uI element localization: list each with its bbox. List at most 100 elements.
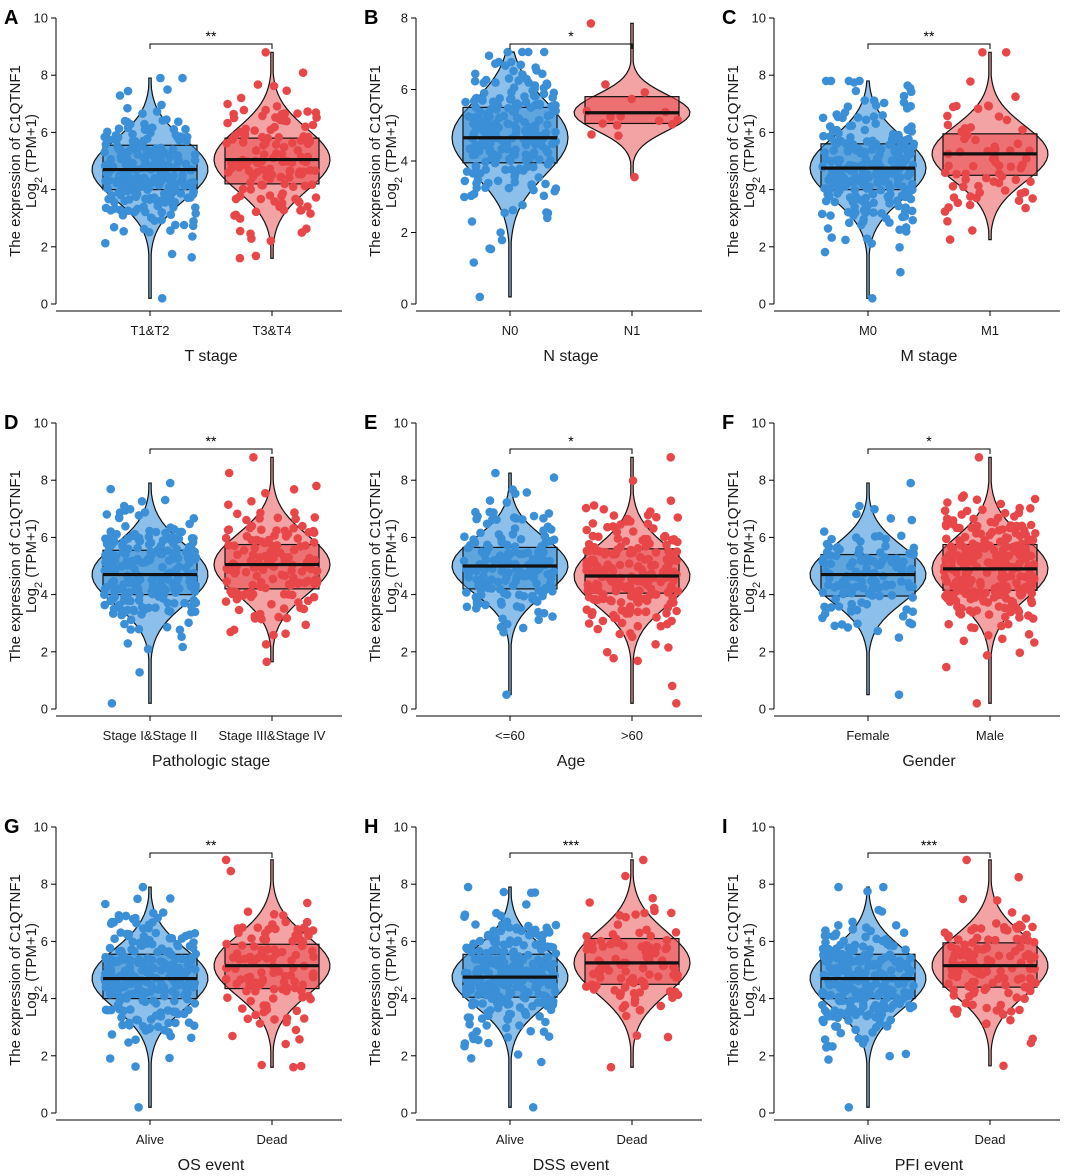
- data-point: [246, 592, 256, 602]
- data-point: [243, 907, 253, 916]
- data-point: [134, 1103, 143, 1112]
- data-point: [170, 996, 179, 1006]
- data-point: [295, 167, 304, 176]
- data-point: [593, 624, 603, 634]
- data-point: [982, 651, 992, 660]
- data-point: [1004, 988, 1013, 998]
- data-point: [875, 1019, 885, 1028]
- data-point: [510, 524, 520, 533]
- data-point: [273, 513, 283, 523]
- data-point: [257, 1060, 267, 1070]
- data-point: [180, 598, 189, 608]
- data-point: [909, 543, 919, 553]
- data-point: [129, 605, 138, 615]
- data-point: [908, 593, 917, 602]
- data-point: [664, 547, 673, 556]
- data-point: [861, 932, 870, 942]
- data-point: [551, 106, 560, 116]
- data-point: [287, 956, 296, 965]
- data-point: [581, 503, 591, 513]
- data-point: [665, 585, 675, 595]
- data-point: [174, 980, 183, 990]
- data-point: [114, 124, 124, 133]
- data-point: [519, 992, 528, 1002]
- data-point: [1028, 922, 1037, 932]
- data-point: [1017, 922, 1026, 932]
- data-point: [821, 938, 830, 947]
- data-point: [824, 1055, 833, 1064]
- data-point: [312, 578, 322, 588]
- data-point: [673, 513, 683, 522]
- data-point: [823, 580, 833, 590]
- data-point: [173, 941, 183, 951]
- data-point: [543, 111, 553, 120]
- data-point: [108, 609, 118, 618]
- data-point: [103, 1005, 112, 1015]
- data-point: [118, 584, 127, 593]
- x-tick-label: >60: [621, 728, 643, 743]
- significance-label: **: [924, 28, 935, 44]
- data-point: [642, 941, 651, 950]
- significance-label: ***: [921, 837, 938, 853]
- x-tick-label: N0: [502, 323, 519, 338]
- data-point: [956, 557, 965, 566]
- data-point: [469, 258, 479, 267]
- data-point: [502, 690, 511, 699]
- data-point: [493, 176, 503, 186]
- data-point: [151, 527, 161, 537]
- data-point: [246, 229, 255, 238]
- data-point: [282, 613, 292, 623]
- data-point: [621, 967, 630, 976]
- data-point: [1025, 950, 1034, 960]
- data-point: [164, 556, 174, 565]
- data-point: [652, 512, 661, 522]
- data-point: [270, 1015, 279, 1024]
- data-point: [817, 209, 827, 219]
- data-point: [191, 598, 201, 608]
- data-point: [488, 992, 497, 1001]
- data-point: [841, 235, 850, 245]
- data-point: [646, 590, 655, 600]
- data-point: [818, 987, 828, 997]
- data-point: [823, 224, 833, 233]
- data-point: [188, 574, 198, 583]
- data-point: [171, 220, 180, 230]
- data-point: [109, 551, 118, 560]
- x-axis-title: M stage: [901, 348, 958, 365]
- data-point: [877, 209, 886, 218]
- y-tick-label: 4: [759, 587, 766, 602]
- data-point: [582, 525, 591, 535]
- data-point: [1016, 571, 1025, 581]
- data-point: [666, 453, 675, 462]
- data-point: [175, 527, 185, 537]
- data-point: [886, 1015, 896, 1025]
- data-point: [107, 699, 117, 708]
- data-point: [224, 500, 233, 510]
- data-point: [156, 579, 166, 588]
- data-point: [836, 1028, 846, 1038]
- data-point: [521, 97, 531, 107]
- data-point: [494, 530, 504, 539]
- data-point: [908, 215, 917, 225]
- data-point: [133, 543, 142, 553]
- data-point: [157, 294, 167, 303]
- data-point: [1031, 529, 1040, 538]
- data-point: [497, 538, 507, 547]
- data-point: [1011, 528, 1021, 538]
- data-point: [233, 509, 242, 519]
- data-point: [885, 941, 894, 950]
- data-point: [160, 495, 170, 505]
- data-point: [891, 957, 900, 967]
- y-tick-label: 0: [41, 297, 48, 312]
- x-tick-label: <=60: [495, 728, 525, 743]
- significance-bracket: [149, 448, 273, 454]
- data-point: [874, 905, 883, 915]
- data-point: [856, 149, 865, 158]
- data-point: [472, 514, 481, 524]
- data-point: [502, 498, 512, 507]
- data-point: [833, 189, 842, 198]
- data-point: [966, 594, 975, 604]
- data-point: [667, 616, 676, 626]
- data-point: [887, 591, 897, 600]
- data-point: [462, 602, 472, 612]
